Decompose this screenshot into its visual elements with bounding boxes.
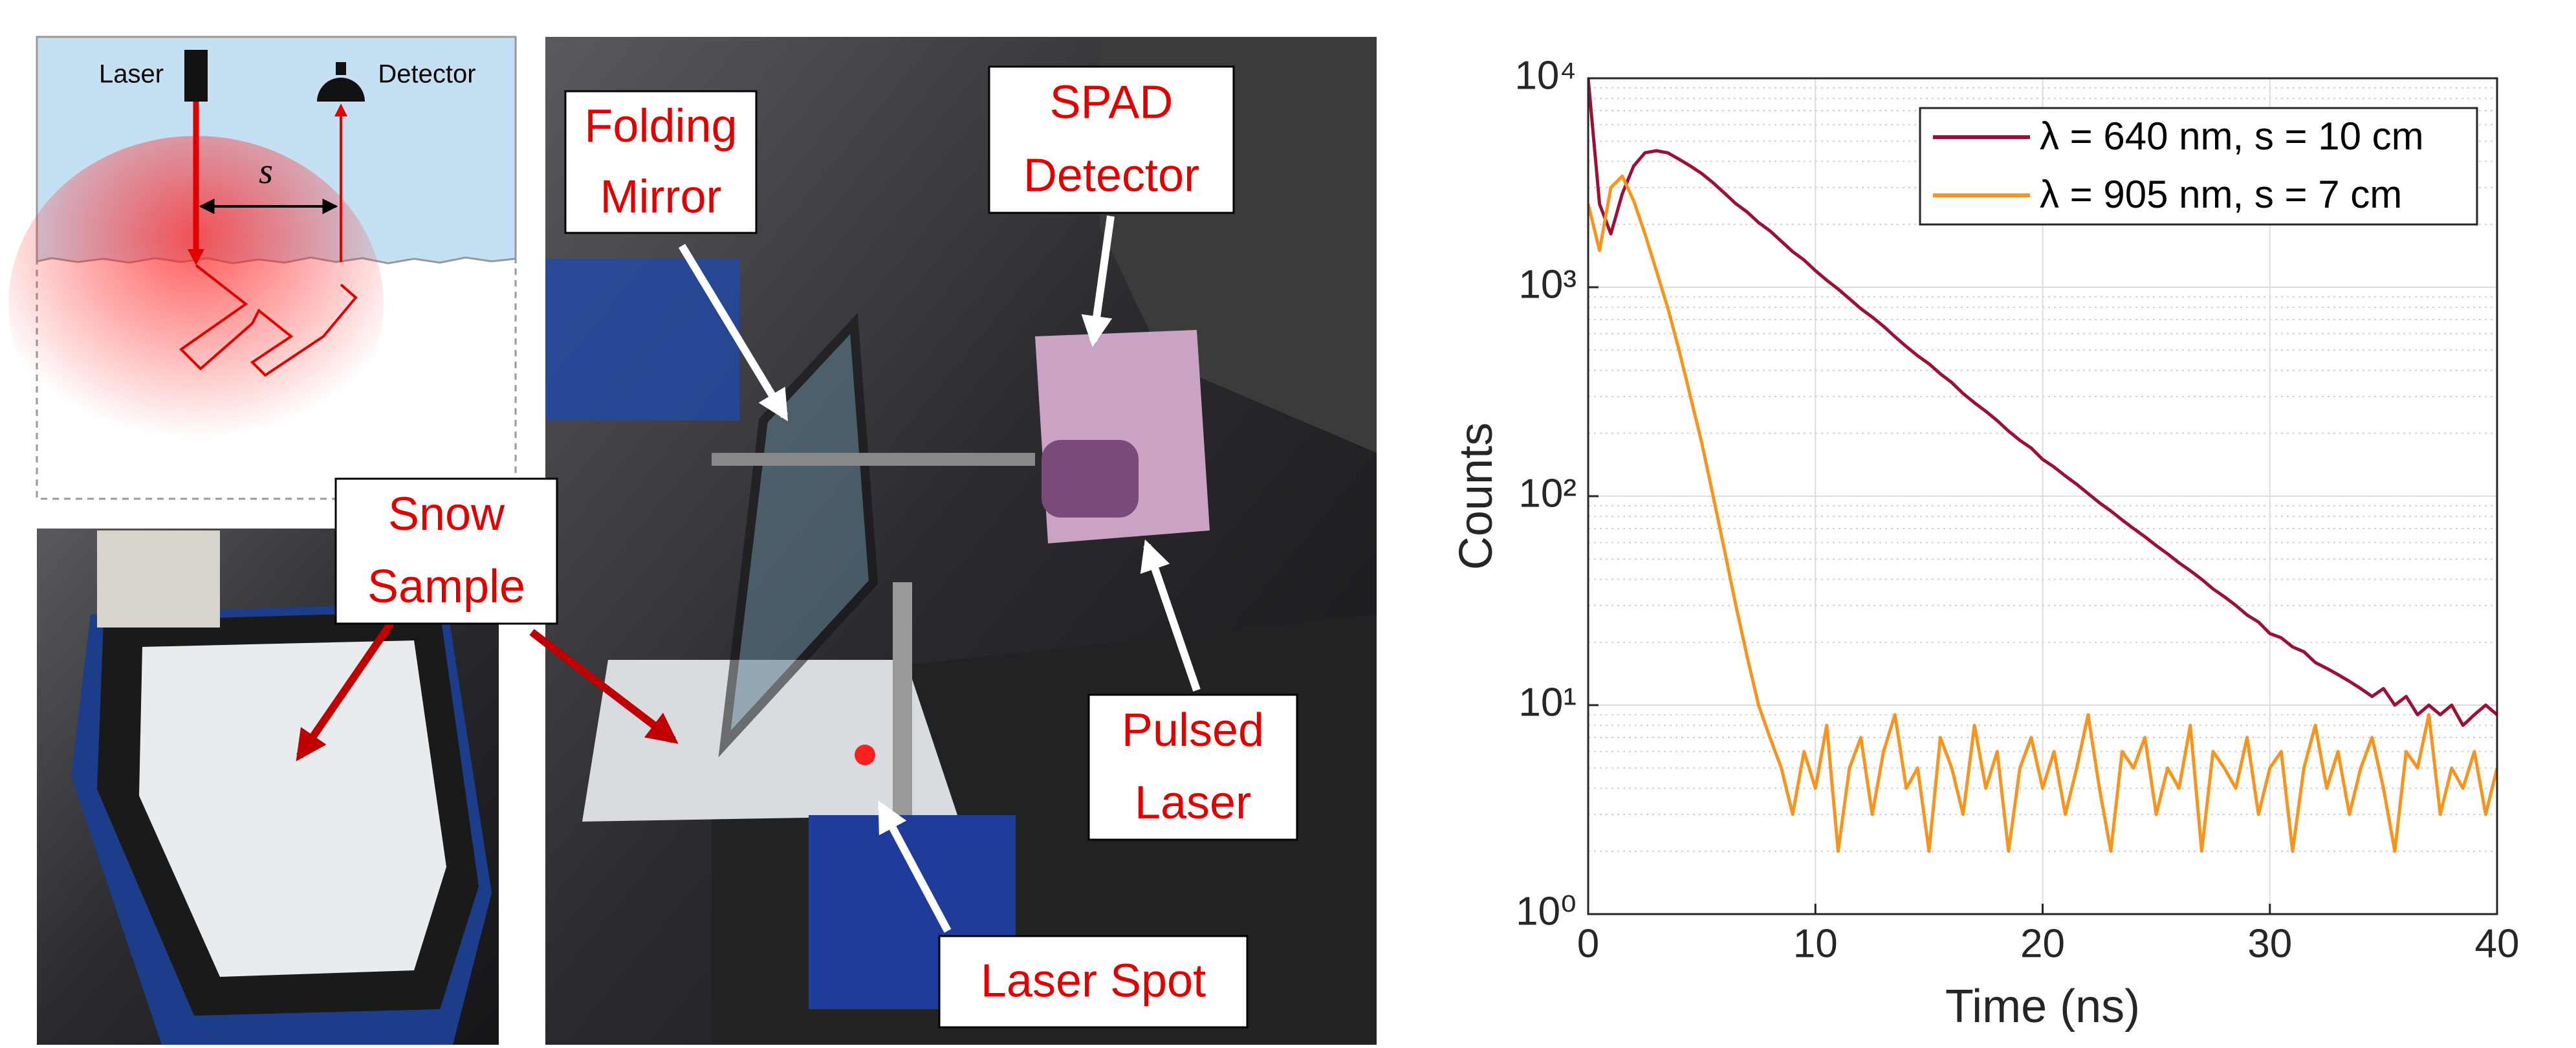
label-box <box>334 477 558 625</box>
label-text: Snow <box>388 488 505 540</box>
legend-box <box>1919 107 2478 226</box>
x-axis-label: Time (ns) <box>1945 981 2140 1032</box>
label-text: Folding <box>584 100 737 152</box>
label-box <box>938 935 1249 1029</box>
label-text: Pulsed <box>1122 704 1264 756</box>
x-tick-label: 40 <box>2475 921 2520 966</box>
y-tick-label: 10¹ <box>1518 680 1577 725</box>
blue-bin <box>545 259 739 420</box>
spad-arrow <box>1081 215 1115 347</box>
axes-frame <box>1587 77 2498 915</box>
label-text: Laser Spot <box>981 955 1206 1007</box>
series-line <box>1588 174 2497 853</box>
return-head <box>334 104 347 116</box>
laser-spot <box>855 745 875 765</box>
mirror-arrow <box>678 243 789 422</box>
laser-icon <box>184 50 208 102</box>
detector-stem <box>336 62 346 75</box>
label-text: Sample <box>367 561 525 613</box>
label-text: Laser <box>1135 777 1251 829</box>
snow <box>139 640 446 977</box>
series-line <box>1588 78 2497 727</box>
y-tick-label: 10⁴ <box>1514 53 1577 98</box>
label-text: Mirror <box>600 171 722 223</box>
snow-photo <box>37 529 499 1045</box>
spot-arrow <box>877 800 952 933</box>
y-tick-label: 10³ <box>1518 262 1577 307</box>
photon-path <box>179 264 358 377</box>
x-tick-label: 10 <box>1793 921 1838 966</box>
pulsed-arrow <box>1140 539 1201 692</box>
y-tick-label: 10⁰ <box>1516 889 1577 933</box>
bucket <box>97 530 220 628</box>
snow-surface <box>582 660 957 822</box>
x-tick-label: 30 <box>2247 921 2292 966</box>
y-tick-label: 10² <box>1518 471 1577 516</box>
legend-label: λ = 905 nm, s = 7 cm <box>2040 173 2402 216</box>
laser-label: Laser <box>99 60 164 89</box>
legend-label: λ = 640 nm, s = 10 cm <box>2040 115 2424 158</box>
separation-label: s <box>259 151 273 191</box>
schematic: Laser Detector s <box>8 36 517 500</box>
detector-label: Detector <box>378 60 475 89</box>
photo-labels: Folding Mirror SPAD Detector Snow Sample Pulse… <box>334 65 1298 1029</box>
label-box <box>988 65 1235 214</box>
x-tick-label: 20 <box>2020 921 2065 966</box>
scatter-glow <box>8 136 384 472</box>
folding-mirror <box>718 312 879 758</box>
y-axis-label: Counts <box>1450 422 1502 570</box>
chart: 10⁰ 10¹ 10² 10³ 10⁴ 0 10 20 30 40 Time (ns) Counts λ… <box>1450 53 2519 1032</box>
rail <box>712 453 1035 466</box>
snow-arrow <box>296 621 394 761</box>
laser-head <box>188 249 204 265</box>
x-tick-label: 0 <box>1577 921 1599 966</box>
label-box <box>564 90 758 234</box>
label-text: SPAD <box>1050 77 1173 129</box>
label-text: Detector <box>1023 150 1199 202</box>
snow-arrow <box>529 629 679 744</box>
detector-body <box>1042 440 1139 518</box>
detector-icon <box>317 78 365 102</box>
label-box <box>1087 693 1298 841</box>
